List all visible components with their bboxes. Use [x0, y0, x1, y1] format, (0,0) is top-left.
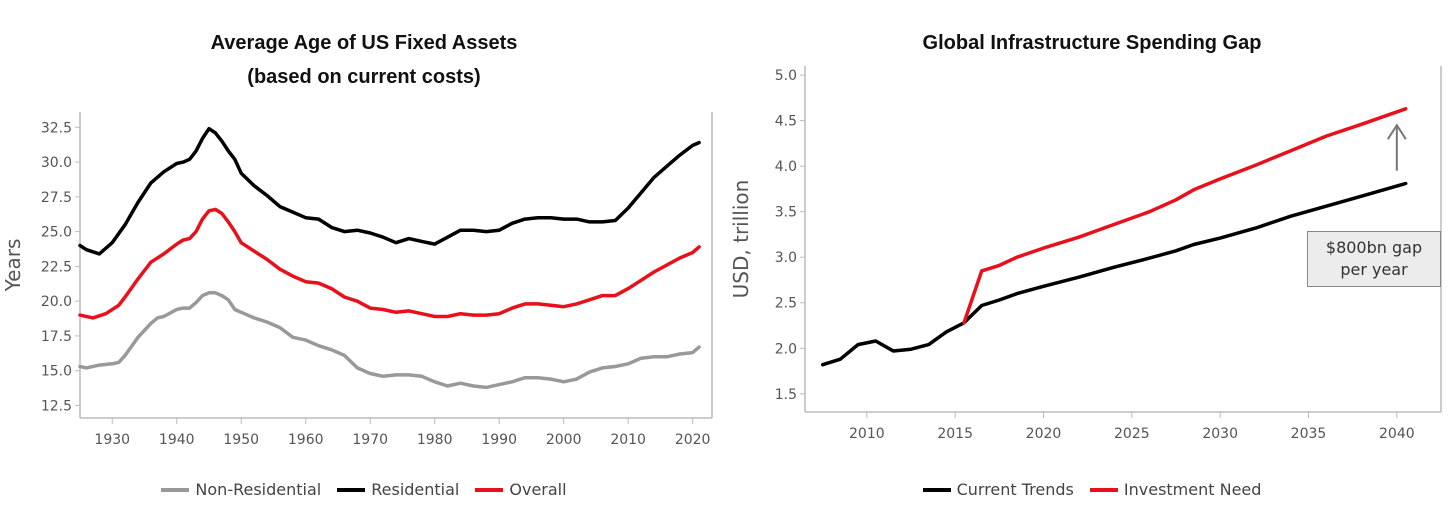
series-line-current-trends [820, 181, 1408, 367]
y-tick-label: 22.5 [41, 259, 72, 275]
y-tick-label: 27.5 [41, 190, 72, 206]
y-tick-label: 2.5 [775, 296, 797, 312]
gap-annotation-line1: $800bn gap [1325, 238, 1423, 257]
y-tick-label: 12.5 [41, 398, 72, 414]
x-tick-label: 2020 [1026, 426, 1062, 442]
x-tick-label: 2030 [1202, 426, 1238, 442]
x-tick-label: 2040 [1379, 426, 1415, 442]
legend-item-investment-need: Investment Need [1089, 480, 1262, 499]
chart-title: Average Age of US Fixed Assets [210, 32, 518, 54]
y-tick-label: 30.0 [41, 155, 72, 171]
x-tick-label: 1970 [352, 432, 388, 448]
x-tick-label: 2020 [675, 432, 711, 448]
legend-label-investment-need: Investment Need [1123, 480, 1262, 499]
x-tick-label: 2015 [937, 426, 973, 442]
y-tick-label: 4.5 [775, 114, 797, 130]
x-tick-label: 2025 [1114, 426, 1150, 442]
y-tick-label: 20.0 [41, 294, 72, 310]
chart-title: Global Infrastructure Spending Gap [922, 32, 1262, 54]
legend-item-non-residential: Non-Residential [161, 480, 321, 499]
series-line-investment-need [962, 107, 1408, 325]
legend-label-overall: Overall [509, 480, 567, 499]
legend-swatch-investment-need [1089, 487, 1118, 492]
x-tick-label: 2010 [610, 432, 646, 448]
x-tick-label: 1960 [288, 432, 324, 448]
x-tick-label: 1940 [159, 432, 195, 448]
y-tick-label: 32.5 [41, 120, 72, 136]
legend-swatch-residential [337, 487, 366, 492]
legend-swatch-current-trends [922, 487, 951, 492]
x-tick-label: 2010 [849, 426, 885, 442]
y-tick-label: 3.5 [775, 205, 797, 221]
y-tick-label: 3.0 [775, 250, 797, 266]
y-axis-label: Years [1, 239, 25, 293]
x-tick-label: 2000 [546, 432, 582, 448]
x-tick-label: 1990 [481, 432, 517, 448]
legend-swatch-overall [475, 487, 504, 492]
legend-swatch-non-residential [161, 487, 190, 492]
y-tick-label: 2.0 [775, 341, 797, 357]
x-tick-label: 1980 [417, 432, 453, 448]
chart-subtitle: (based on current costs) [247, 66, 481, 88]
chart-panel-infrastructure-gap: Global Infrastructure Spending Gap 5.0 4.… [728, 0, 1456, 522]
legend-asset-age: Non-Residential Residential Overall [0, 480, 728, 499]
y-tick-label: 15.0 [41, 364, 72, 380]
x-tick-label: 1930 [94, 432, 130, 448]
y-tick-label: 5.0 [775, 68, 797, 84]
y-axis-label: USD, trillion [729, 180, 753, 299]
legend-item-current-trends: Current Trends [922, 480, 1074, 499]
y-tick-label: 1.5 [775, 387, 797, 403]
legend-label-current-trends: Current Trends [956, 480, 1074, 499]
gap-annotation-line2: per year [1340, 260, 1408, 279]
x-tick-label: 1950 [223, 432, 259, 448]
x-tick-label: 2035 [1291, 426, 1327, 442]
legend-item-overall: Overall [475, 480, 567, 499]
series-line-non-residential [78, 291, 701, 390]
legend-infrastructure-gap: Current Trends Investment Need [728, 480, 1456, 499]
series-line-overall [78, 207, 701, 320]
gap-arrow-head [1386, 123, 1407, 140]
infrastructure-gap-chart-svg: 5.0 4.5 4.0 3.5 3.0 2.5 2.0 1.5 2010 2015 2020 2025… [729, 66, 1442, 442]
chart-panel-asset-age: Average Age of US Fixed Assets (based on… [0, 32, 728, 499]
y-tick-label: 17.5 [41, 329, 72, 345]
legend-label-non-residential: Non-Residential [195, 480, 322, 499]
legend-label-residential: Residential [371, 480, 460, 499]
y-tick-label: 25.0 [41, 225, 72, 241]
gap-annotation-box: $800bn gap per year [1307, 231, 1441, 287]
y-tick-label: 4.0 [775, 159, 797, 175]
asset-age-chart-svg: 32.5 30.0 27.5 25.0 22.5 20.0 17.5 15.0 12.5 1930… [1, 112, 713, 448]
series-line-residential [78, 126, 701, 256]
legend-item-residential: Residential [337, 480, 459, 499]
